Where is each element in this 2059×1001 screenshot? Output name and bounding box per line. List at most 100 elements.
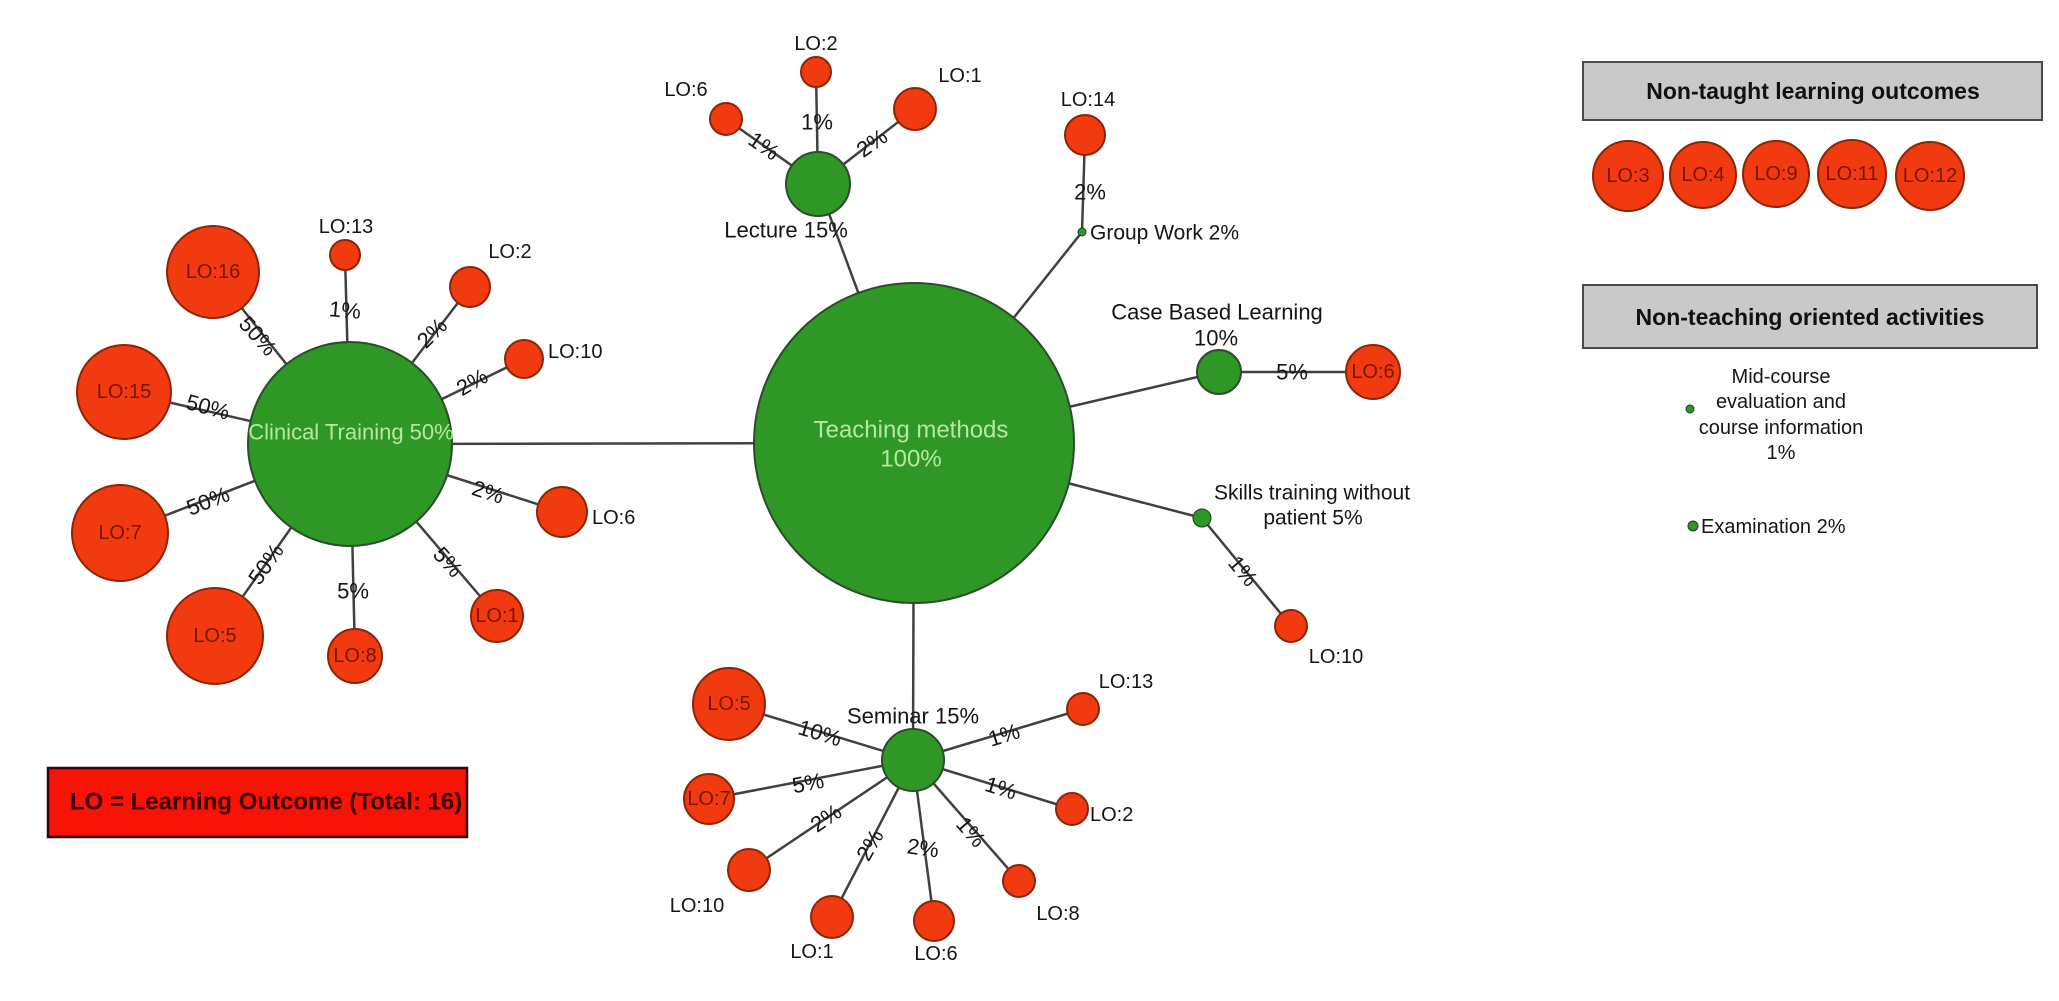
node-clinical-training (247, 341, 453, 547)
node-nontaught-lo11 (1817, 139, 1887, 209)
edge-label-lecture-lo1: 2% (852, 124, 892, 163)
edge-label-clinical-lo13: 1% (328, 296, 362, 324)
node-seminar (881, 728, 945, 792)
lecture-lo1-label: LO:1 (938, 65, 981, 87)
nontaught-lo12-label: LO:12 (1903, 165, 1957, 187)
node-clinical-lo6 (536, 486, 588, 538)
edge-skills-lo10 (1201, 517, 1292, 627)
clinical-lo16-label: LO:16 (186, 261, 240, 283)
node-lecture-lo2 (800, 56, 832, 88)
legend-text: LO = Learning Outcome (Total: 16) (70, 789, 462, 816)
clinical-lo10-label: LO:10 (548, 341, 602, 363)
node-lecture (785, 151, 851, 217)
node-skills-training-dot (1192, 508, 1212, 528)
edge-seminar-lo7 (708, 758, 914, 801)
groupwork-lo14-label: LO:14 (1061, 89, 1115, 111)
node-groupwork-lo14 (1064, 114, 1106, 156)
node-lecture-lo1 (893, 87, 937, 131)
edge-label-clinical-lo7: 50% (183, 481, 233, 520)
clinical-lo6-label: LO:6 (592, 507, 635, 529)
mid-course-line2: evaluation and (1716, 391, 1846, 413)
node-casebased-lo6 (1345, 344, 1401, 400)
examination-label: Examination 2% (1701, 516, 1846, 538)
edge-label-seminar-lo7: 5% (790, 768, 826, 799)
legend-box (46, 766, 469, 839)
skills-lo10-label: LO:10 (1309, 646, 1363, 668)
edge-label-seminar-lo2: 1% (982, 771, 1020, 804)
node-seminar-lo10 (727, 848, 771, 892)
seminar-lo7-label: LO:7 (687, 788, 730, 810)
node-seminar-lo6 (913, 900, 955, 942)
node-clinical-lo16 (166, 225, 260, 319)
edge-label-seminar-lo10: 2% (806, 799, 846, 838)
node-nontaught-lo4 (1669, 141, 1737, 209)
node-clinical-lo1 (470, 589, 524, 643)
non-taught-panel: Non-taught learning outcomes LO:3 LO:4 L… (1582, 61, 2043, 212)
node-nontaught-lo3 (1592, 140, 1664, 212)
non-taught-title: Non-taught learning outcomes (1646, 78, 1980, 104)
node-nontaught-lo12 (1895, 141, 1965, 211)
edge-label-lecture-lo6: 1% (744, 127, 784, 166)
clinical-training-label: Clinical Training 50% (248, 420, 453, 445)
edge-label-seminar-lo6: 2% (906, 833, 941, 862)
edge-label-clinical-lo6: 2% (469, 475, 507, 509)
nontaught-lo11-label: LO:11 (1826, 163, 1879, 185)
non-teaching-title: Non-teaching oriented activities (1636, 304, 1985, 330)
clinical-lo5-label: LO:5 (193, 625, 236, 647)
clinical-lo8-label: LO:8 (333, 645, 376, 667)
skills-label-line1: Skills training without (1214, 482, 1410, 505)
node-group-work-dot (1077, 227, 1087, 237)
nodes (71, 56, 1401, 942)
node-clinical-lo10 (504, 339, 544, 379)
node-labels: Teaching methods 100% Clinical Training … (97, 33, 1410, 965)
node-seminar-lo2 (1055, 792, 1089, 826)
group-work-label: Group Work 2% (1090, 222, 1239, 245)
mid-course-line1: Mid-course (1732, 366, 1831, 388)
edge-label-seminar-lo13: 1% (985, 718, 1023, 751)
non-teaching-panel: Non-teaching oriented activities Mid-cou… (1582, 284, 2038, 538)
seminar-lo13-label: LO:13 (1099, 671, 1153, 693)
teaching-methods-label-line2: 100% (880, 446, 941, 473)
clinical-lo15-label: LO:15 (97, 381, 151, 403)
node-lecture-lo6 (709, 102, 743, 136)
mid-course-line4: 1% (1767, 442, 1796, 464)
node-teaching-methods (753, 282, 1075, 604)
non-teaching-header-box (1582, 284, 2038, 349)
node-seminar-lo8 (1002, 864, 1036, 898)
node-clinical-lo2 (449, 266, 491, 308)
node-clinical-lo13 (329, 239, 361, 271)
mid-course-dot (1685, 404, 1695, 414)
clinical-lo7-label: LO:7 (98, 522, 141, 544)
edge-label-seminar-lo8: 1% (951, 812, 991, 852)
skills-label-line2: patient 5% (1263, 507, 1362, 530)
edge-label-seminar-lo5: 10% (795, 715, 844, 752)
node-seminar-lo5 (692, 667, 766, 741)
nontaught-lo9-label: LO:9 (1754, 163, 1797, 185)
edge-label-lecture-lo2: 1% (801, 110, 833, 135)
node-seminar-lo7 (683, 773, 735, 825)
node-clinical-lo8 (327, 628, 383, 684)
seminar-label: Seminar 15% (847, 704, 979, 729)
mid-course-line3: course information (1699, 417, 1864, 439)
node-case-based-learning (1196, 349, 1242, 395)
edge-label-seminar-lo1: 2% (851, 825, 889, 865)
lecture-label: Lecture 15% (724, 218, 848, 243)
examination-dot (1687, 520, 1699, 532)
seminar-lo6-label: LO:6 (914, 943, 957, 965)
edge-label-clinical-lo15: 50% (183, 389, 232, 425)
edge-label-clinical-lo10: 2% (452, 363, 492, 401)
seminar-lo2-label: LO:2 (1090, 804, 1133, 826)
seminar-lo10-label: LO:10 (670, 895, 724, 917)
node-seminar-lo1 (810, 895, 854, 939)
clinical-lo13-label: LO:13 (319, 216, 373, 238)
edge-label-groupwork-lo14: 2% (1074, 180, 1106, 205)
edge-label-casebased-lo6: 5% (1276, 360, 1308, 385)
case-based-label-line2: 10% (1194, 326, 1238, 351)
lecture-lo6-label: LO:6 (664, 79, 707, 101)
non-taught-header-box (1582, 61, 2043, 121)
clinical-lo1-label: LO:1 (475, 605, 518, 627)
seminar-lo8-label: LO:8 (1036, 903, 1079, 925)
edge-label-clinical-lo8: 5% (337, 579, 369, 604)
seminar-lo1-label: LO:1 (790, 941, 833, 963)
